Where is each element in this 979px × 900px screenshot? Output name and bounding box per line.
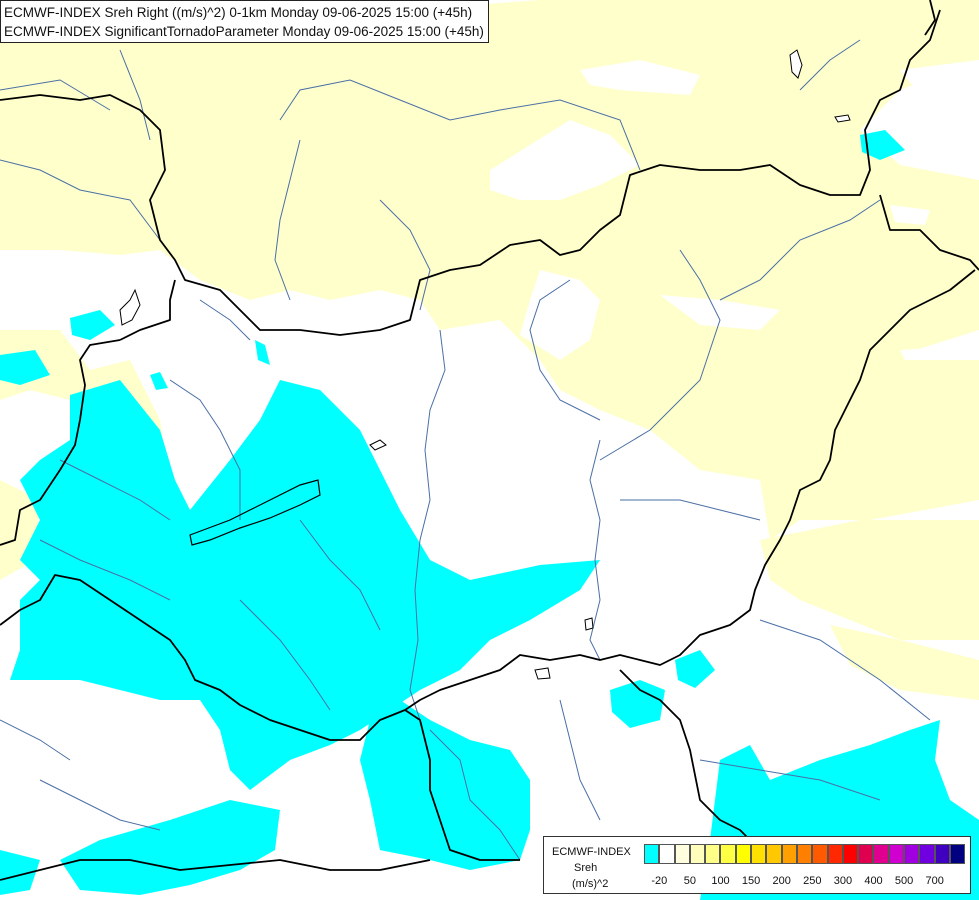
legend-swatch xyxy=(781,844,797,864)
legend-swatches xyxy=(644,844,966,864)
yellow-area-east-patch xyxy=(830,625,979,700)
border-south xyxy=(0,574,406,741)
border-north xyxy=(0,9,941,336)
legend-ticks: -20 50 100 150 200 250 300 400 500 700 xyxy=(644,875,964,889)
legend-tick-label: 100 xyxy=(711,875,730,887)
border-southwest xyxy=(0,859,431,881)
legend-swatch xyxy=(949,844,966,864)
legend-swatch xyxy=(720,844,736,864)
cyan-area-main xyxy=(10,380,600,790)
cyan-area-southeast-belt xyxy=(360,700,530,870)
border-east-hungary xyxy=(404,269,976,711)
legend-swatch xyxy=(705,844,721,864)
legend-tick-label: 700 xyxy=(925,875,944,887)
legend-swatch xyxy=(919,844,935,864)
yellow-area-north xyxy=(0,0,979,540)
legend-swatch xyxy=(858,844,874,864)
legend-swatch xyxy=(735,844,752,864)
legend-swatch xyxy=(888,844,905,864)
rivers xyxy=(0,39,931,861)
legend-tick-label: 200 xyxy=(772,875,791,887)
cyan-area-west-patch xyxy=(0,350,50,385)
cyan-area-east-blob xyxy=(610,680,665,728)
legend-tick-label: 150 xyxy=(741,875,761,887)
legend: ECMWF-INDEX Sreh (m/s)^2 -20 50 100 150 200 2… xyxy=(543,836,971,894)
legend-swatch xyxy=(873,844,889,864)
border-top-right xyxy=(924,0,936,36)
legend-swatch xyxy=(934,844,950,864)
legend-swatch xyxy=(659,844,675,864)
legend-swatch xyxy=(674,844,690,864)
legend-tick-label: 300 xyxy=(833,875,853,887)
legend-swatch xyxy=(751,844,767,864)
legend-tick-label: 400 xyxy=(864,875,883,887)
country-borders xyxy=(0,0,979,881)
legend-tick-label: 50 xyxy=(683,875,697,887)
title-box: ECMWF-INDEX Sreh Right ((m/s)^2) 0-1km M… xyxy=(0,0,489,43)
border-west-top xyxy=(119,279,176,341)
legend-tick-label: 500 xyxy=(894,875,914,887)
title-line-1: ECMWF-INDEX Sreh Right ((m/s)^2) 0-1km M… xyxy=(4,5,473,20)
legend-swatch xyxy=(842,844,859,864)
border-southeast xyxy=(619,669,761,851)
cyan-area-mid-spot xyxy=(255,340,270,365)
small-water-bodies xyxy=(119,49,851,680)
border-west xyxy=(0,339,121,546)
legend-swatch xyxy=(689,844,706,864)
border-danube xyxy=(404,709,520,861)
border-east xyxy=(879,194,979,271)
white-gaps xyxy=(490,60,979,360)
legend-swatch xyxy=(904,844,920,864)
yellow-area-southeast xyxy=(760,520,979,640)
legend-tick-label: 250 xyxy=(803,875,822,887)
lake-balaton xyxy=(189,479,321,546)
legend-variable: Sreh xyxy=(574,862,598,874)
cyan-area-southwest xyxy=(60,800,280,895)
cyan-area-west-speck xyxy=(150,372,168,390)
cyan-area-east-small xyxy=(675,650,715,688)
legend-tick-label: -20 xyxy=(651,875,668,887)
legend-swatch xyxy=(796,844,813,864)
legend-unit: (m/s)^2 xyxy=(572,878,609,890)
legend-swatch xyxy=(812,844,828,864)
legend-swatch xyxy=(644,844,660,864)
cyan-area-bottom-left xyxy=(0,850,40,895)
cyan-area-northeast-spot xyxy=(860,130,905,160)
legend-swatch xyxy=(766,844,782,864)
legend-swatch xyxy=(827,844,843,864)
legend-source: ECMWF-INDEX xyxy=(552,846,631,858)
title-line-2: ECMWF-INDEX SignificantTornadoParameter … xyxy=(4,24,484,39)
cyan-area-northwest-spot xyxy=(70,310,115,340)
